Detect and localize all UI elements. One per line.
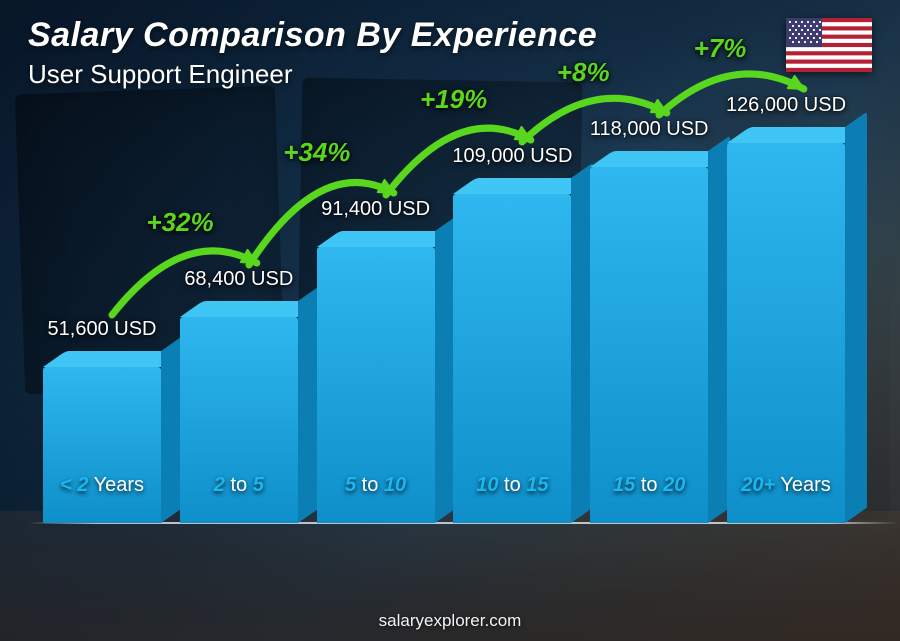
infographic-stage: Salary Comparison By Experience User Sup…	[0, 0, 900, 641]
bar-slot: 118,000 USD15 to 20	[581, 103, 717, 523]
bar-category-label: 5 to 10	[306, 474, 446, 497]
bar-category-label: 15 to 20	[579, 474, 719, 497]
bar-value-label: 51,600 USD	[22, 318, 182, 341]
bar-value-label: 109,000 USD	[432, 145, 592, 168]
bar-slot: 68,400 USD2 to 5	[171, 103, 307, 523]
bar-value-label: 68,400 USD	[159, 268, 319, 291]
bar-value-label: 126,000 USD	[706, 94, 866, 117]
bar-slot: 91,400 USD5 to 10	[308, 103, 444, 523]
bar-value-label: 118,000 USD	[569, 118, 729, 141]
bar-category-label: 10 to 15	[442, 474, 582, 497]
bar	[43, 367, 161, 523]
bar-category-label: 20+ Years	[716, 474, 856, 497]
bar	[727, 143, 845, 523]
bar-slot: 109,000 USD10 to 15	[444, 103, 580, 523]
page-title: Salary Comparison By Experience	[28, 16, 597, 55]
salary-bar-chart: 51,600 USD< 2 Years68,400 USD2 to 591,40…	[34, 101, 854, 581]
bar-category-label: < 2 Years	[32, 474, 172, 497]
bar	[590, 167, 708, 523]
footer-source: salaryexplorer.com	[0, 611, 900, 631]
bar-slot: 126,000 USD20+ Years	[718, 103, 854, 523]
country-flag-us	[786, 18, 872, 72]
increase-label: +7%	[694, 33, 747, 64]
bar-value-label: 91,400 USD	[296, 198, 456, 221]
bar-slot: 51,600 USD< 2 Years	[34, 103, 170, 523]
chart-bars-container: 51,600 USD< 2 Years68,400 USD2 to 591,40…	[34, 103, 854, 523]
bar-category-label: 2 to 5	[169, 474, 309, 497]
page-subtitle: User Support Engineer	[28, 59, 597, 90]
header: Salary Comparison By Experience User Sup…	[28, 16, 597, 90]
